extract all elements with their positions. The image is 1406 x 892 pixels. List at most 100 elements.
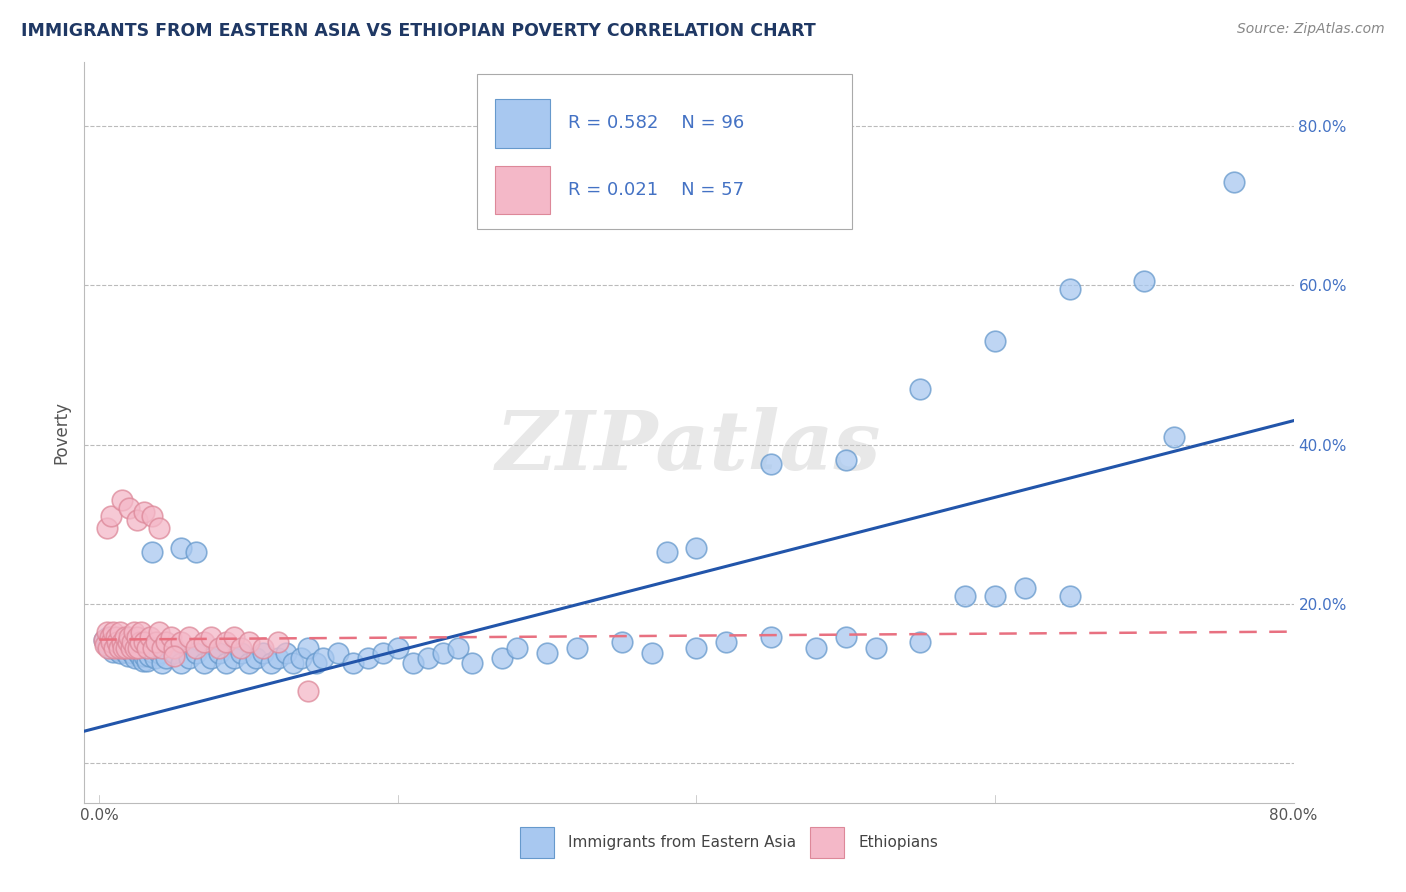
Point (103, 632, 125, 647)
Point (245, 651, 267, 665)
Point (100, 509, 122, 524)
Point (114, 630, 136, 644)
Point (215, 635, 238, 649)
Point (326, 646, 349, 660)
Point (759, 630, 782, 644)
Point (371, 646, 394, 660)
Point (312, 651, 335, 665)
Point (139, 630, 162, 644)
Point (186, 545, 208, 559)
Point (200, 651, 222, 665)
Point (260, 657, 283, 671)
FancyBboxPatch shape (810, 827, 844, 858)
Point (124, 640, 146, 655)
Point (716, 635, 738, 649)
Point (138, 648, 160, 663)
Point (267, 635, 290, 649)
Point (132, 635, 155, 649)
FancyBboxPatch shape (520, 827, 554, 858)
Point (446, 640, 468, 655)
Point (132, 648, 155, 663)
Point (186, 646, 208, 660)
Text: IMMIGRANTS FROM EASTERN ASIA VS ETHIOPIAN POVERTY CORRELATION CHART: IMMIGRANTS FROM EASTERN ASIA VS ETHIOPIA… (21, 22, 815, 40)
Text: R = 0.582    N = 96: R = 0.582 N = 96 (568, 114, 744, 132)
Point (97, 640, 120, 655)
Point (610, 635, 633, 649)
Point (387, 640, 409, 655)
Point (97, 630, 120, 644)
Point (252, 640, 274, 655)
Point (640, 646, 662, 660)
Point (305, 657, 328, 671)
Point (910, 635, 932, 649)
Point (111, 640, 134, 655)
Point (96, 638, 118, 652)
FancyBboxPatch shape (495, 166, 550, 214)
Point (125, 513, 148, 527)
Point (208, 646, 231, 660)
Point (135, 643, 157, 657)
Point (124, 651, 146, 665)
Point (222, 630, 245, 644)
Point (127, 640, 149, 655)
Point (104, 630, 127, 644)
Point (141, 644, 163, 658)
Point (129, 643, 152, 657)
Point (111, 493, 134, 508)
Point (170, 541, 193, 555)
Point (177, 630, 200, 644)
Point (108, 624, 131, 639)
Point (125, 630, 148, 644)
Point (461, 657, 484, 671)
Point (120, 637, 142, 651)
Point (238, 635, 260, 649)
Y-axis label: Poverty: Poverty (52, 401, 70, 464)
Point (506, 640, 529, 655)
Point (150, 640, 173, 655)
Point (111, 635, 134, 649)
Point (170, 635, 193, 649)
Point (297, 640, 319, 655)
Point (121, 635, 143, 649)
Point (297, 684, 319, 698)
Point (177, 651, 200, 665)
Point (145, 635, 167, 649)
Point (93, 632, 115, 647)
Point (143, 651, 166, 665)
Point (136, 654, 159, 668)
Point (148, 646, 170, 660)
Point (953, 589, 976, 603)
Point (1014, 581, 1036, 595)
Point (107, 637, 129, 651)
Point (107, 640, 129, 655)
Point (115, 640, 138, 655)
Point (357, 651, 380, 665)
Point (131, 654, 153, 668)
Point (101, 624, 124, 639)
Point (104, 638, 127, 652)
Point (215, 657, 238, 671)
Point (120, 640, 142, 655)
Point (834, 453, 856, 467)
Point (155, 651, 177, 665)
Point (163, 640, 186, 655)
Point (148, 624, 170, 639)
Point (148, 521, 170, 535)
Point (101, 644, 124, 658)
Point (122, 640, 145, 655)
Point (117, 648, 139, 663)
Point (402, 657, 425, 671)
Point (252, 646, 274, 660)
Point (1133, 274, 1156, 288)
Point (103, 640, 125, 655)
Point (100, 635, 122, 649)
Point (274, 646, 297, 660)
FancyBboxPatch shape (495, 99, 550, 147)
FancyBboxPatch shape (478, 73, 852, 229)
Point (565, 640, 588, 655)
Text: Source: ZipAtlas.com: Source: ZipAtlas.com (1237, 22, 1385, 37)
Point (267, 651, 290, 665)
Point (910, 382, 932, 396)
Point (200, 630, 222, 644)
Point (536, 646, 558, 660)
